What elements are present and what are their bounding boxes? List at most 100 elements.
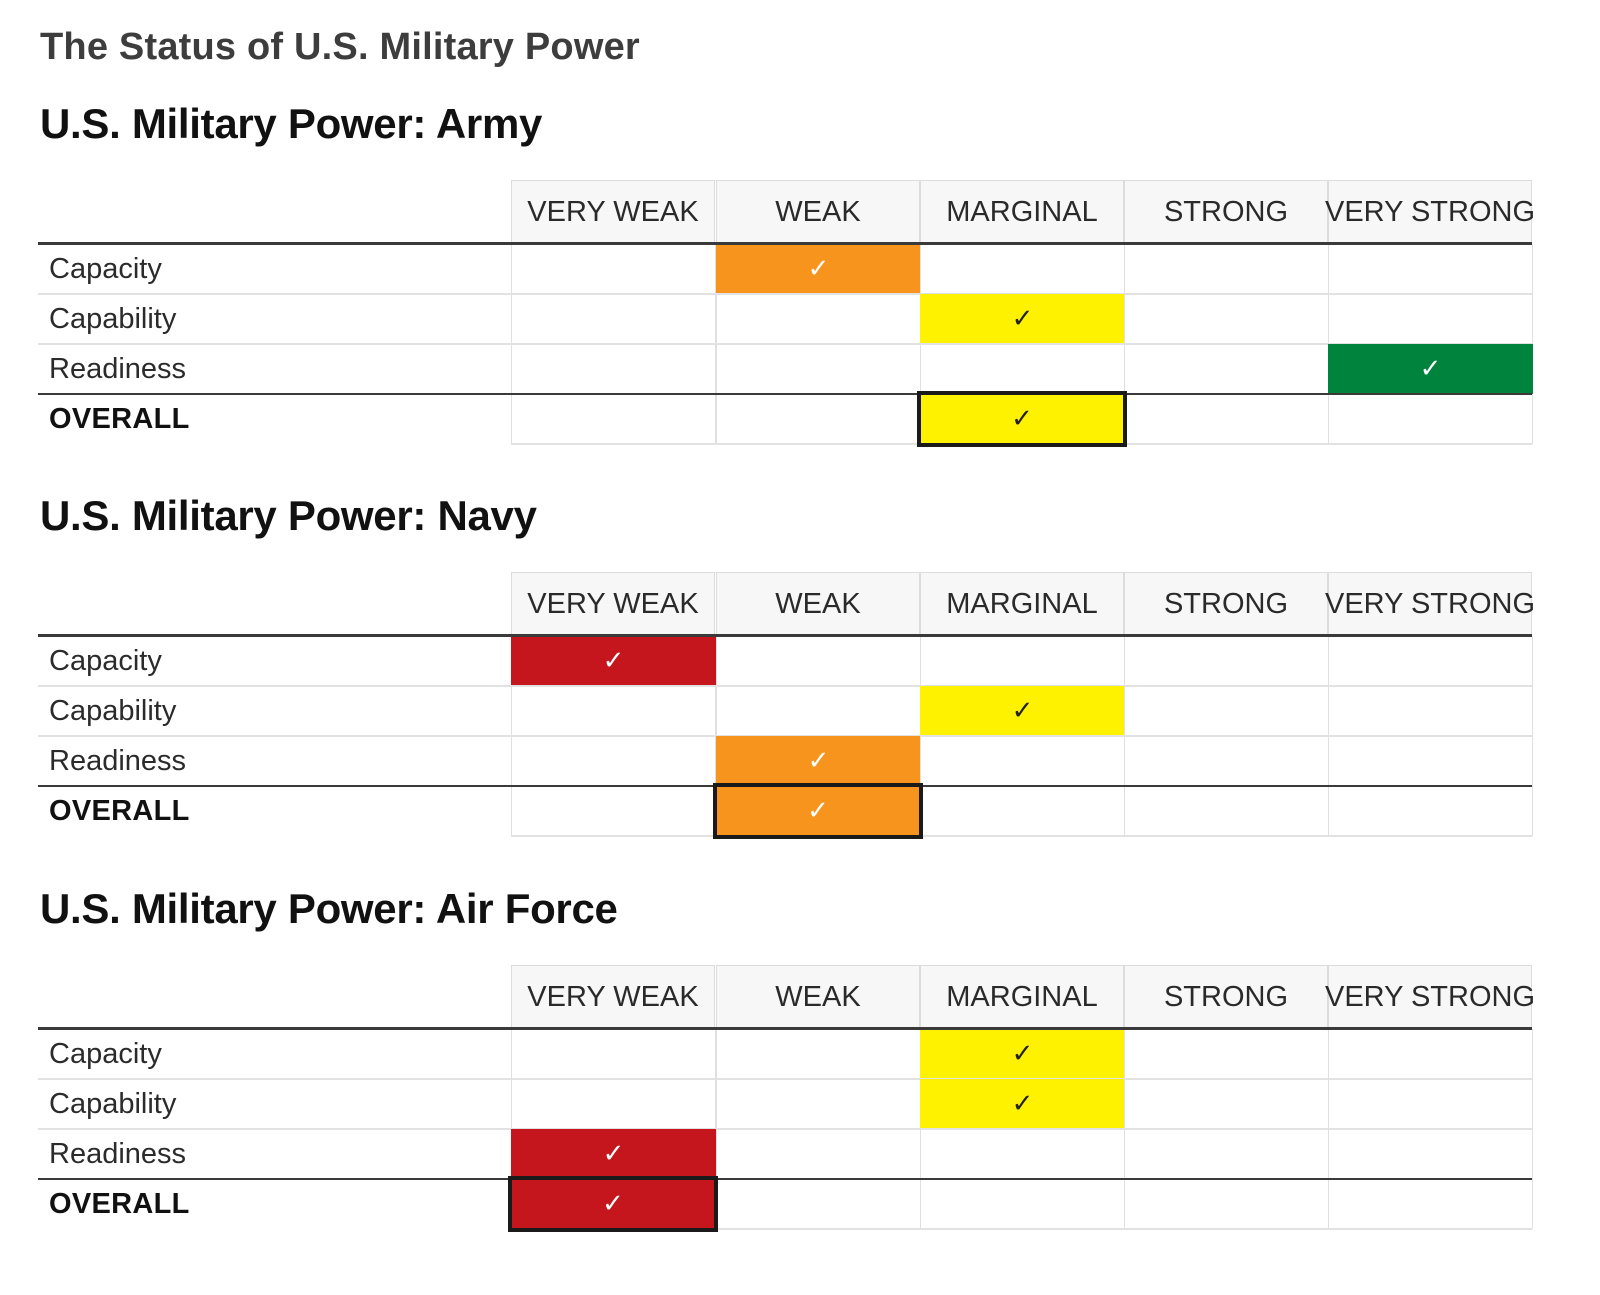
rating-cell bbox=[1328, 1179, 1533, 1229]
rating-cell bbox=[1124, 786, 1329, 836]
rating-cell bbox=[1124, 344, 1329, 394]
check-icon: ✓ bbox=[1011, 404, 1033, 434]
section-title: U.S. Military Power: Navy bbox=[40, 492, 537, 539]
rating-table: VERY WEAK WEAK MARGINAL STRONG VERY STRONG Ca… bbox=[0, 180, 1600, 450]
rating-cell bbox=[1328, 686, 1533, 736]
row-divider bbox=[38, 343, 1532, 345]
column-header: WEAK bbox=[716, 572, 920, 636]
rating-cell bbox=[920, 1129, 1125, 1179]
column-header: VERY STRONG bbox=[1325, 572, 1535, 636]
rating-cell bbox=[1124, 1079, 1329, 1129]
column-header: STRONG bbox=[1124, 965, 1328, 1029]
rating-cell bbox=[1124, 244, 1329, 294]
rating-cell bbox=[511, 294, 716, 344]
rating-cell bbox=[920, 786, 1125, 836]
row-divider bbox=[38, 293, 1532, 295]
rating-cell-selected: ✓ bbox=[713, 783, 923, 839]
rating-cell-selected: ✓ bbox=[920, 294, 1125, 344]
check-icon: ✓ bbox=[1011, 304, 1034, 334]
rating-cell bbox=[1124, 294, 1329, 344]
rating-cell bbox=[1328, 1079, 1533, 1129]
rating-cell bbox=[920, 636, 1125, 686]
row-label: Capacity bbox=[49, 1037, 162, 1070]
rating-cell bbox=[920, 1179, 1125, 1229]
rating-cell-selected: ✓ bbox=[511, 1129, 716, 1179]
check-icon: ✓ bbox=[602, 1189, 624, 1219]
column-header: VERY STRONG bbox=[1325, 180, 1535, 244]
rating-cell bbox=[716, 686, 921, 736]
rating-cell bbox=[716, 394, 921, 444]
rating-cell bbox=[1328, 294, 1533, 344]
rating-cell bbox=[511, 736, 716, 786]
column-header: MARGINAL bbox=[920, 180, 1124, 244]
rating-cell-selected: ✓ bbox=[716, 244, 921, 294]
check-icon: ✓ bbox=[1011, 1039, 1034, 1069]
check-icon: ✓ bbox=[1011, 1089, 1034, 1119]
rating-cell-selected: ✓ bbox=[508, 1176, 718, 1232]
column-header: STRONG bbox=[1124, 572, 1328, 636]
column-header: VERY WEAK bbox=[511, 965, 715, 1029]
check-icon: ✓ bbox=[807, 796, 829, 826]
table-bottom-border bbox=[511, 835, 1532, 837]
rating-table: VERY WEAK WEAK MARGINAL STRONG VERY STRONG Ca… bbox=[0, 965, 1600, 1235]
rating-cell bbox=[1124, 1029, 1329, 1079]
row-label: Capacity bbox=[49, 252, 162, 285]
rating-cell bbox=[511, 786, 716, 836]
rating-cell bbox=[511, 244, 716, 294]
column-header: VERY WEAK bbox=[511, 572, 715, 636]
row-label: Readiness bbox=[49, 352, 187, 385]
overall-divider bbox=[38, 1178, 1532, 1180]
rating-cell bbox=[511, 344, 716, 394]
check-icon: ✓ bbox=[1011, 696, 1034, 726]
row-divider bbox=[38, 685, 1532, 687]
rating-cell bbox=[920, 736, 1125, 786]
rating-section: U.S. Military Power: Air Force VERY WEAK W… bbox=[0, 885, 1600, 1235]
rating-cell bbox=[716, 636, 921, 686]
rating-cell bbox=[1124, 1179, 1329, 1229]
column-header: VERY WEAK bbox=[511, 180, 715, 244]
rating-cell bbox=[1124, 394, 1329, 444]
rating-cell-selected: ✓ bbox=[716, 736, 921, 786]
rating-cell bbox=[716, 1129, 921, 1179]
check-icon: ✓ bbox=[807, 746, 830, 776]
check-icon: ✓ bbox=[807, 254, 830, 284]
section-title: U.S. Military Power: Army bbox=[40, 100, 543, 147]
column-header: MARGINAL bbox=[920, 572, 1124, 636]
rating-cell-selected: ✓ bbox=[917, 391, 1127, 447]
rating-section: U.S. Military Power: Army VERY WEAK WEAK MA… bbox=[0, 100, 1600, 450]
row-divider bbox=[38, 1078, 1532, 1080]
rating-cell bbox=[1328, 636, 1533, 686]
section-title: U.S. Military Power: Air Force bbox=[40, 885, 618, 932]
row-label: Capability bbox=[49, 694, 177, 727]
rating-cell bbox=[1328, 1029, 1533, 1079]
check-icon: ✓ bbox=[602, 1139, 625, 1169]
rating-cell-selected: ✓ bbox=[920, 1079, 1125, 1129]
rating-cell bbox=[716, 344, 921, 394]
check-icon: ✓ bbox=[602, 646, 625, 676]
column-header: VERY STRONG bbox=[1325, 965, 1535, 1029]
row-label: Capability bbox=[49, 1087, 177, 1120]
rating-cell bbox=[1124, 636, 1329, 686]
row-label: Readiness bbox=[49, 744, 187, 777]
rating-cell bbox=[1124, 1129, 1329, 1179]
row-label: Capability bbox=[49, 302, 177, 335]
rating-cell bbox=[716, 1029, 921, 1079]
overall-label: OVERALL bbox=[49, 402, 190, 435]
rating-cell-selected: ✓ bbox=[920, 1029, 1125, 1079]
rating-cell bbox=[1124, 736, 1329, 786]
overall-label: OVERALL bbox=[49, 794, 190, 827]
rating-cell bbox=[920, 244, 1125, 294]
row-label: Capacity bbox=[49, 644, 162, 677]
overall-divider bbox=[38, 393, 1532, 395]
column-header: WEAK bbox=[716, 965, 920, 1029]
column-header: MARGINAL bbox=[920, 965, 1124, 1029]
header-divider bbox=[38, 242, 1532, 245]
header-divider bbox=[38, 634, 1532, 637]
rating-cell bbox=[511, 686, 716, 736]
rating-cell bbox=[1328, 1129, 1533, 1179]
row-label: Readiness bbox=[49, 1137, 187, 1170]
column-header: WEAK bbox=[716, 180, 920, 244]
rating-cell-selected: ✓ bbox=[1328, 344, 1533, 394]
rating-cell bbox=[511, 1079, 716, 1129]
rating-cell bbox=[716, 294, 921, 344]
